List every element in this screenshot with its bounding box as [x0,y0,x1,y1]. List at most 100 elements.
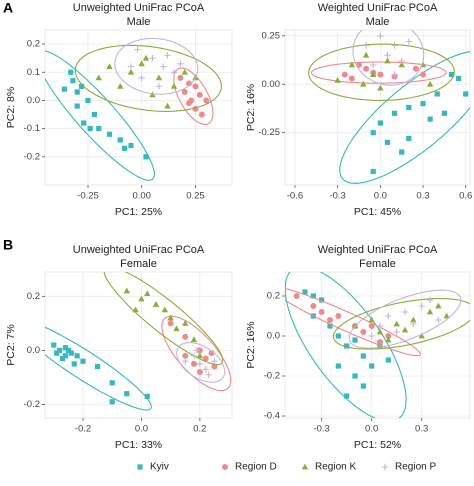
point [202,366,209,373]
chart-subtitle: Male [127,16,151,28]
point [426,80,434,87]
point [319,297,325,303]
point [65,347,71,354]
point [80,358,86,364]
point [138,74,145,82]
legend-key [137,464,143,470]
point [124,391,130,397]
point [368,323,375,329]
x-tick-label: 0.3 [415,424,428,435]
y-tick-label: 0.2 [27,39,40,50]
point [370,168,376,175]
y-tick-label: 0.1 [27,67,40,78]
x-axis-label: PC1: 45% [354,206,401,218]
legend-key [381,463,389,471]
point [155,83,163,90]
y-tick-label: -0.2 [24,151,40,162]
confidence-ellipse [310,61,447,84]
chart-title: Weighted UniFrac PCoA [318,244,438,256]
point [310,293,316,299]
point [377,120,383,126]
point [59,355,66,362]
x-tick-label: 0.0 [365,424,378,435]
point [344,393,350,399]
point [426,296,434,304]
point [391,110,398,116]
y-tick-label: 0.00 [262,79,281,90]
confidence-ellipse [332,297,470,350]
confidence-ellipse [348,289,462,349]
point [443,312,450,319]
plot-area [44,29,233,186]
point [370,130,376,136]
y-tick-label: -0.25 [258,127,280,138]
point [420,71,427,78]
y-axis-label: PC2: 16% [245,84,257,131]
point [74,353,80,359]
point [327,323,333,329]
x-tick-label: -0.3 [313,424,329,435]
point [391,42,398,49]
point [190,336,198,342]
point [177,74,184,81]
point [399,149,405,155]
point [54,350,60,356]
point [348,61,356,68]
point [167,314,174,321]
x-tick-label: -0.3 [329,191,345,202]
point [181,68,188,75]
x-tick-label: -0.2 [75,424,91,435]
point [360,383,366,389]
point [94,364,101,370]
point [360,80,367,87]
point [352,373,358,379]
point [91,111,98,118]
point [138,60,145,67]
point [193,347,201,354]
point [106,63,113,70]
point [190,352,198,360]
point [410,320,417,328]
point [182,333,189,340]
point [68,69,74,75]
point [335,333,341,339]
point [106,131,113,137]
point [149,54,156,62]
point [327,317,333,323]
point [318,309,325,315]
point [170,82,178,89]
chart-subtitle: Female [359,258,396,270]
point [192,83,199,90]
point [74,103,80,109]
x-tick-label: 0.2 [193,424,206,435]
point [196,369,203,376]
legend-label: Region P [395,462,436,473]
point [143,154,149,160]
y-tick-label: 0.25 [262,30,281,41]
point [441,110,447,116]
point [368,316,375,323]
point [127,63,135,70]
point [418,302,425,310]
point [68,350,74,356]
point [410,316,417,323]
point [186,80,193,87]
point [385,357,391,363]
point [62,345,69,351]
point [435,316,442,324]
point [335,363,341,369]
point [384,57,391,64]
point [95,74,102,81]
point [456,75,462,82]
point [293,293,300,299]
y-tick-label: 0.0 [27,345,40,356]
panel-label: B [3,237,13,253]
y-tick-label: -0.4 [264,411,280,422]
plot-layer [45,37,222,181]
point [334,76,341,83]
plot-area [284,29,471,186]
point [420,101,426,107]
y-tick-label: -0.2 [264,371,280,382]
legend-label: Kyiv [150,462,169,473]
point [398,61,405,68]
